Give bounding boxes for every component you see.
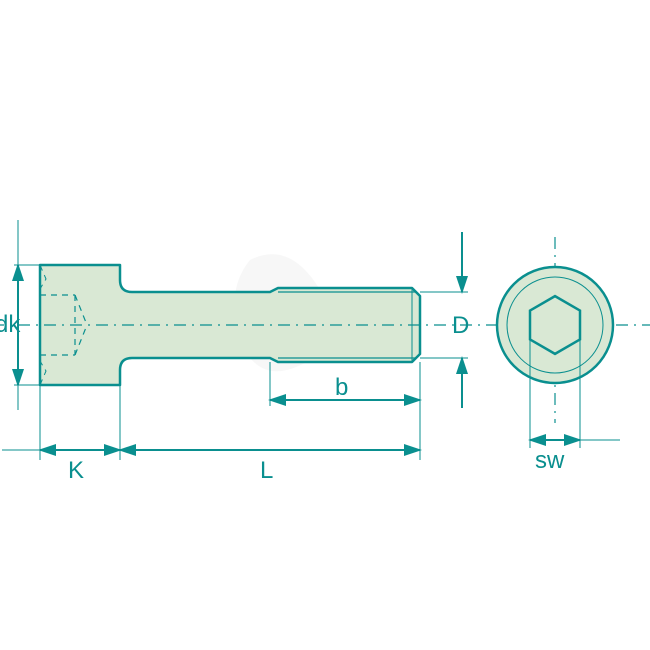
dim-label-D: D (452, 312, 469, 339)
dim-label-L: L (260, 457, 273, 484)
technical-drawing: dk K Lb Dsw (0, 0, 650, 650)
dim-label-sw: sw (535, 447, 565, 474)
dim-label-dk: dk (0, 311, 21, 338)
dim-label-b: b (335, 374, 348, 401)
dim-label-K: K (68, 457, 84, 484)
